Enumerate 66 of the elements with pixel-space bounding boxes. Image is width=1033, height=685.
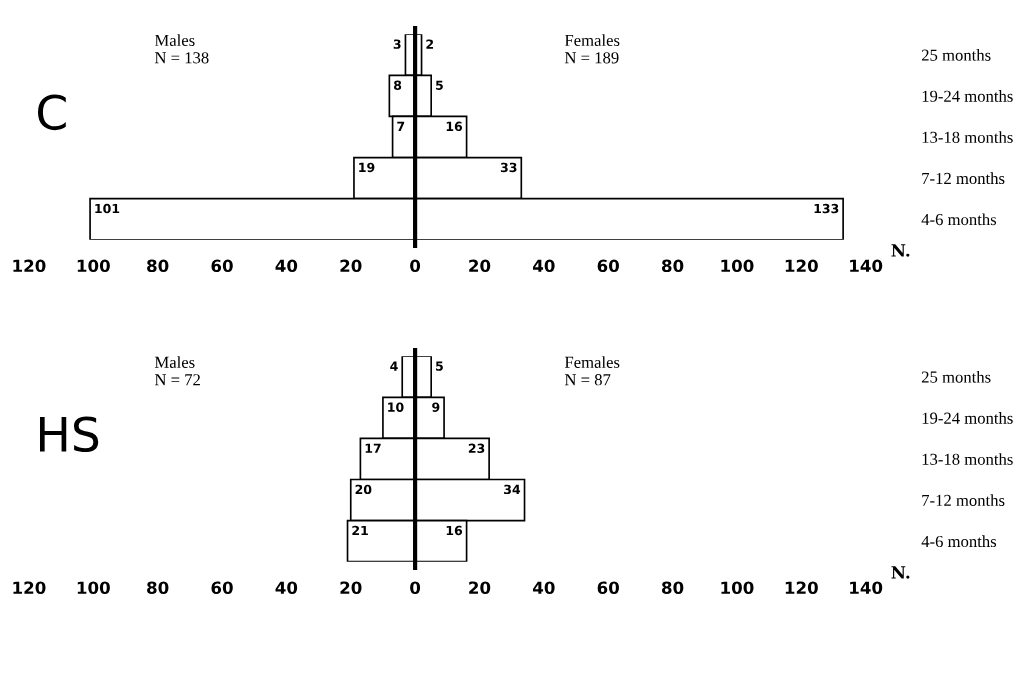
- x-tick-label: 80: [661, 259, 684, 273]
- x-tick-label: 20: [340, 259, 362, 273]
- x-tick-label: 80: [661, 581, 684, 595]
- data-label: 3: [393, 39, 401, 49]
- x-axis-title: N.: [891, 244, 910, 257]
- y-tick-label: 19-24 months: [922, 90, 1013, 102]
- annotation: Males N = 72: [154, 356, 200, 386]
- y-tick-label: 19-24 months: [922, 412, 1013, 424]
- text: C: [38, 94, 66, 131]
- data-label: 16: [446, 525, 463, 536]
- data-label: 34: [504, 484, 521, 495]
- data-label: 21: [352, 525, 368, 536]
- x-tick-label: 60: [211, 581, 233, 595]
- x-tick-label: 120: [785, 259, 818, 273]
- x-tick-label: 100: [77, 581, 110, 595]
- x-tick-label: 40: [275, 581, 298, 595]
- data-label: 101: [95, 203, 120, 214]
- data-label: 8: [393, 80, 402, 90]
- annotation: Males N = 138: [154, 34, 209, 64]
- x-tick-label: 100: [77, 259, 110, 273]
- y-tick-label: 4-6 months: [921, 213, 997, 226]
- data-label: 16: [446, 121, 463, 132]
- data-label: 4: [390, 361, 398, 371]
- x-tick-label: 60: [597, 581, 619, 595]
- y-tick-label: 25 months: [921, 49, 991, 61]
- x-tick-label: 80: [147, 581, 169, 595]
- x-tick-label: 100: [721, 581, 754, 595]
- x-tick-label: 60: [597, 259, 619, 273]
- x-tick-label: 20: [340, 581, 362, 595]
- x-tick-label: 0: [410, 581, 421, 595]
- x-tick-label: 100: [721, 259, 754, 273]
- data-label: 19: [359, 162, 375, 173]
- x-tick-label: 20: [469, 581, 491, 595]
- x-tick-label: 80: [147, 259, 169, 273]
- data-label: 17: [365, 443, 381, 453]
- x-tick-label: 120: [13, 581, 46, 595]
- y-tick-label: 13-18 months: [922, 453, 1013, 465]
- x-tick-label: 40: [275, 259, 298, 273]
- y-tick-label: 7-12 months: [922, 172, 1005, 185]
- data-label: 33: [500, 162, 517, 173]
- x-tick-label: 120: [785, 581, 818, 595]
- data-label: 20: [355, 484, 372, 495]
- x-tick-label: 120: [13, 259, 46, 273]
- x-tick-label: 40: [532, 581, 555, 595]
- data-label: 5: [436, 361, 443, 371]
- x-tick-label: 40: [532, 259, 555, 273]
- x-tick-label: 20: [469, 259, 491, 273]
- data-label: 10: [388, 402, 404, 412]
- data-label: 7: [397, 121, 405, 131]
- x-tick-label: 60: [211, 259, 233, 273]
- data-label: 2: [426, 39, 434, 49]
- annotation: Females N = 189: [564, 34, 620, 64]
- y-tick-label: 25 months: [921, 370, 991, 383]
- data-label: 23: [468, 443, 485, 454]
- y-tick-label: 7-12 months: [922, 494, 1005, 506]
- annotation: Females N = 87: [564, 356, 620, 386]
- data-label: 9: [432, 402, 440, 412]
- x-axis-title: N.: [891, 566, 910, 579]
- x-tick-label: 0: [410, 259, 421, 273]
- data-label: 5: [436, 80, 443, 90]
- data-label: 133: [814, 203, 839, 214]
- y-tick-label: 13-18 months: [922, 131, 1013, 143]
- x-tick-label: 140: [850, 259, 883, 273]
- y-tick-label: 4-6 months: [921, 535, 997, 548]
- x-tick-label: 140: [850, 581, 883, 595]
- text: HS: [39, 416, 99, 453]
